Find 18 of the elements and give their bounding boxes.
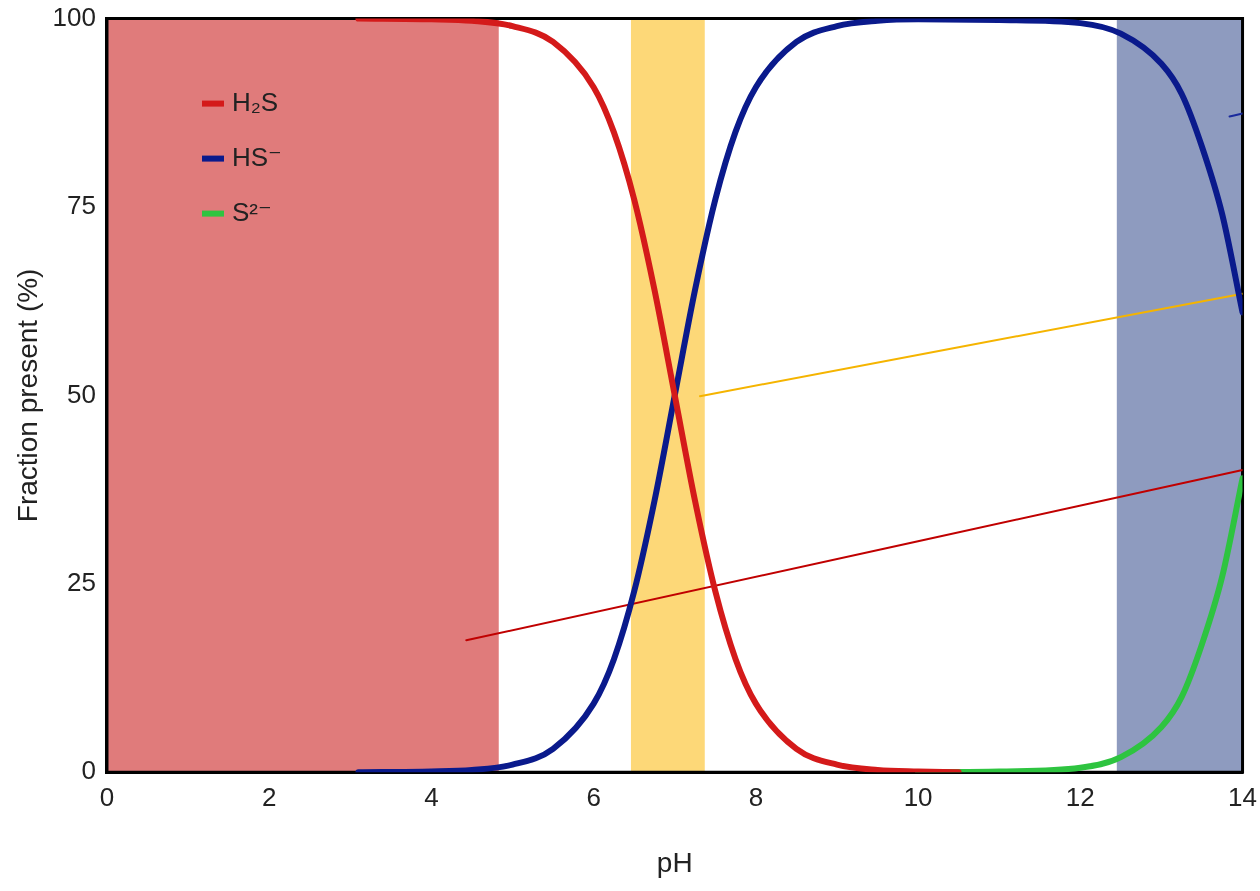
y-tick-label: 75 xyxy=(67,190,96,221)
y-tick-label: 0 xyxy=(81,755,96,786)
x-tick-label: 0 xyxy=(99,781,115,812)
legend-label: H₂S xyxy=(231,86,279,117)
x-tick-label: 4 xyxy=(424,781,439,812)
x-tick-label: 12 xyxy=(1065,781,1095,812)
x-axis-title: pH xyxy=(656,846,693,878)
y-tick-label: 100 xyxy=(52,1,96,32)
legend-label: S²⁻ xyxy=(231,196,272,227)
x-tick-label: 8 xyxy=(748,781,764,812)
x-tick-label: 10 xyxy=(903,781,933,812)
x-tick-label: 2 xyxy=(261,781,277,812)
x-tick-label: 6 xyxy=(586,781,601,812)
y-axis-title: Fraction present (%) xyxy=(11,268,43,523)
y-tick-label: 50 xyxy=(67,378,96,409)
x-tick-label: 14 xyxy=(1228,781,1257,812)
y-tick-label: 25 xyxy=(67,566,96,597)
legend-label: HS⁻ xyxy=(231,141,282,172)
